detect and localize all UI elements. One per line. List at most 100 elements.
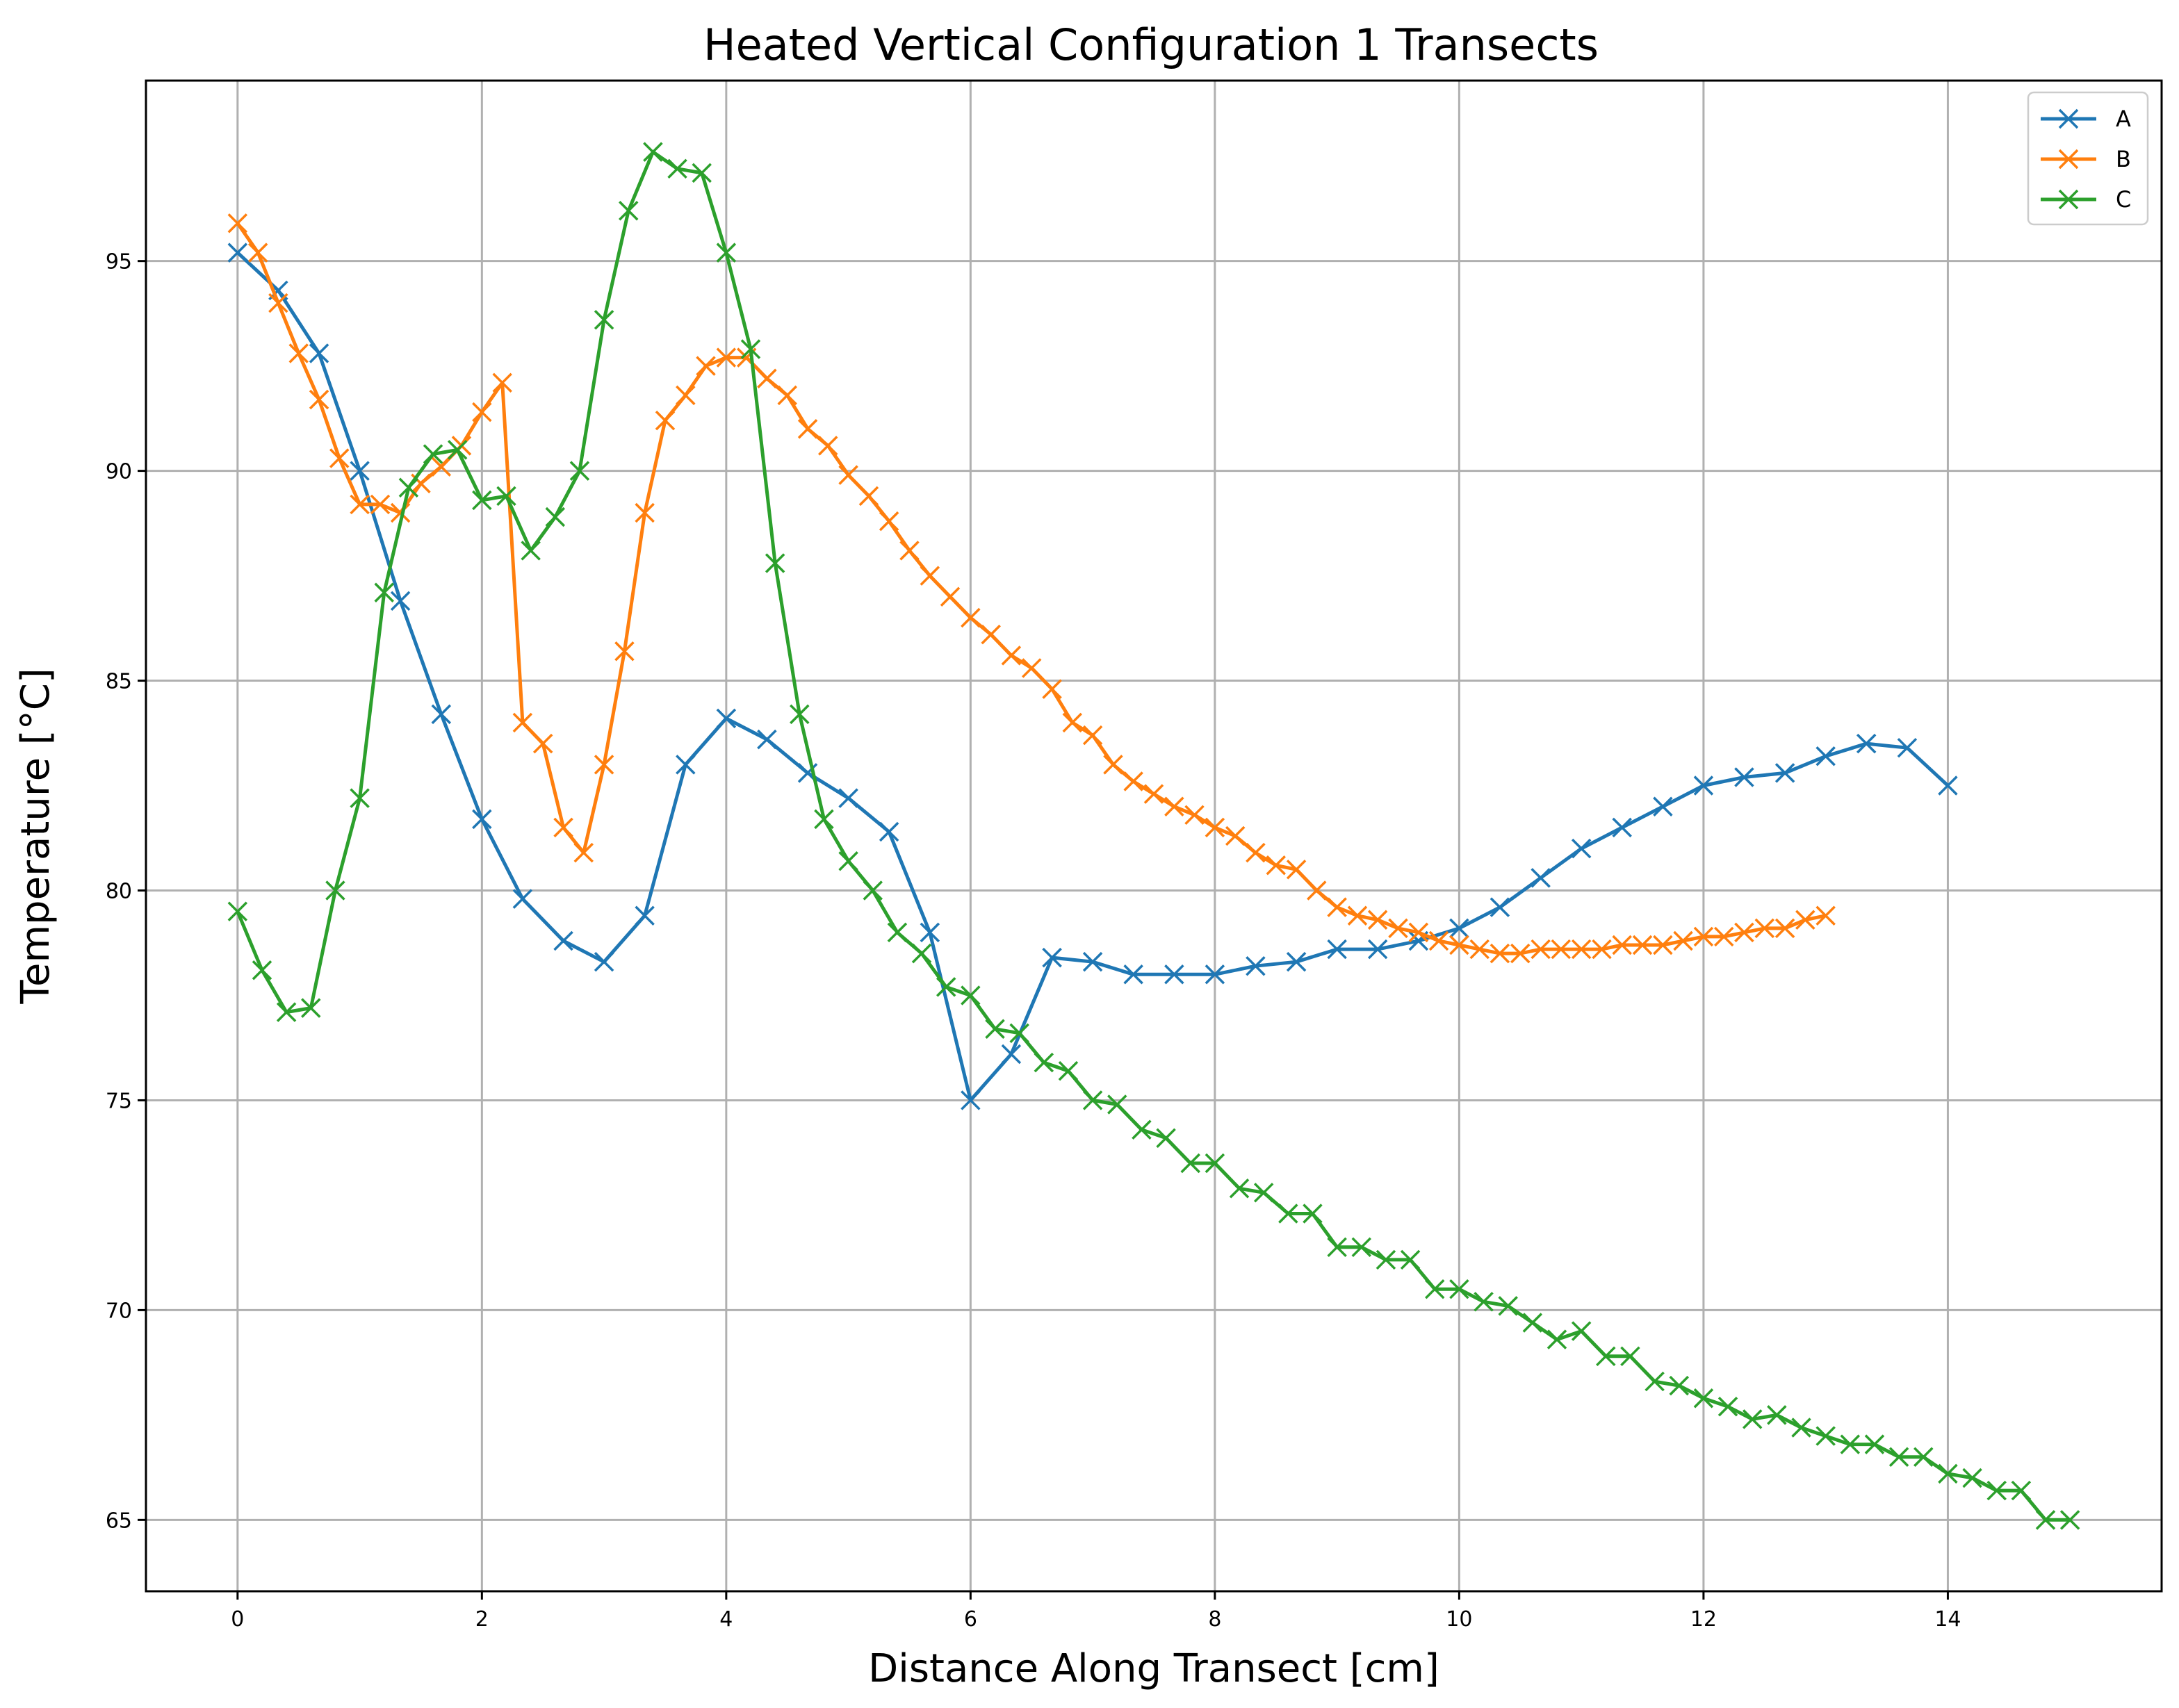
legend-item-a: A bbox=[2041, 106, 2131, 132]
data-point-b bbox=[899, 541, 920, 561]
data-point-a bbox=[1856, 733, 1877, 754]
data-point-c bbox=[911, 943, 932, 964]
data-point-a bbox=[1774, 763, 1795, 783]
data-point-a bbox=[1449, 918, 1469, 939]
data-point-b bbox=[920, 566, 940, 586]
plot-area-frame bbox=[145, 79, 2163, 1593]
data-point-c bbox=[1351, 1237, 1372, 1258]
data-point-c bbox=[2011, 1480, 2032, 1501]
data-point-a bbox=[1123, 964, 1143, 985]
data-point-a bbox=[1082, 951, 1103, 972]
data-point-b bbox=[1531, 939, 1551, 960]
data-point-a bbox=[1490, 897, 1510, 917]
y-axis-label: Temperature [°C] bbox=[13, 668, 58, 1004]
data-point-a bbox=[961, 1090, 981, 1110]
data-point-c bbox=[887, 922, 908, 943]
data-point-a bbox=[1897, 737, 1918, 758]
data-point-a bbox=[1205, 964, 1225, 985]
data-point-a bbox=[1653, 796, 1673, 816]
data-point-a bbox=[635, 905, 655, 926]
data-point-a bbox=[594, 951, 614, 972]
y-tick-label: 70 bbox=[106, 1299, 132, 1323]
data-point-c bbox=[252, 960, 272, 980]
series-c bbox=[227, 142, 2080, 1530]
data-point-b bbox=[1225, 826, 1246, 846]
data-point-b bbox=[655, 410, 676, 431]
data-point-b bbox=[1164, 796, 1184, 816]
data-point-c bbox=[1864, 1434, 1885, 1454]
data-point-c bbox=[1645, 1371, 1665, 1392]
data-point-a bbox=[838, 788, 858, 808]
data-point-c bbox=[447, 440, 468, 460]
data-point-c bbox=[1205, 1153, 1225, 1174]
data-point-b bbox=[288, 343, 309, 363]
x-tick-label: 14 bbox=[1934, 1607, 1961, 1632]
y-tick-label: 90 bbox=[106, 460, 132, 484]
x-tick-label: 4 bbox=[719, 1607, 733, 1632]
data-point-c bbox=[1425, 1279, 1445, 1299]
data-point-b bbox=[1042, 679, 1062, 699]
data-point-b bbox=[1592, 939, 1612, 960]
data-point-b bbox=[390, 502, 411, 523]
data-point-b bbox=[1469, 939, 1490, 960]
data-point-c bbox=[936, 977, 956, 997]
x-axis-label: Distance Along Transect [cm] bbox=[868, 1646, 1439, 1691]
data-point-c bbox=[1546, 1329, 1567, 1349]
data-point-b bbox=[1123, 771, 1143, 791]
y-tick-label: 65 bbox=[106, 1509, 132, 1533]
data-point-b bbox=[573, 842, 594, 863]
data-point-a bbox=[227, 243, 248, 263]
series-group bbox=[227, 142, 2080, 1530]
data-point-b bbox=[370, 494, 391, 515]
y-tick-label: 85 bbox=[106, 670, 132, 694]
data-point-b bbox=[1408, 922, 1429, 943]
data-point-c bbox=[1449, 1279, 1469, 1299]
data-point-c bbox=[1034, 1052, 1054, 1073]
data-point-c bbox=[1253, 1183, 1274, 1203]
data-point-b bbox=[940, 586, 961, 607]
data-point-c bbox=[790, 704, 810, 725]
x-tick-label: 10 bbox=[1446, 1607, 1472, 1632]
data-point-c bbox=[863, 880, 883, 901]
data-point-b bbox=[1754, 918, 1775, 939]
data-point-b bbox=[1143, 784, 1164, 804]
data-point-b bbox=[1632, 935, 1653, 955]
data-point-b bbox=[268, 293, 288, 313]
data-point-a bbox=[1938, 775, 1958, 796]
data-point-c bbox=[1669, 1375, 1689, 1396]
data-point-b bbox=[1653, 935, 1673, 955]
data-point-b bbox=[1022, 658, 1042, 678]
data-point-b bbox=[492, 372, 512, 393]
data-point-a bbox=[879, 821, 899, 842]
data-point-b bbox=[1510, 943, 1531, 964]
data-point-b bbox=[1388, 918, 1408, 939]
data-point-c bbox=[1791, 1418, 1811, 1438]
legend-marker bbox=[2058, 149, 2079, 170]
data-point-a bbox=[1531, 868, 1551, 888]
data-point-c bbox=[1840, 1434, 1861, 1454]
data-point-b bbox=[431, 457, 452, 477]
data-point-b bbox=[676, 385, 696, 406]
x-tick-label: 12 bbox=[1690, 1607, 1717, 1632]
data-point-a bbox=[553, 930, 573, 951]
data-point-b bbox=[227, 213, 248, 233]
data-point-a bbox=[472, 809, 492, 830]
data-point-b bbox=[1082, 725, 1103, 746]
data-point-b bbox=[1001, 646, 1022, 666]
data-point-c bbox=[325, 880, 345, 901]
data-point-b bbox=[879, 511, 899, 532]
data-point-c bbox=[374, 582, 394, 602]
data-point-b bbox=[1612, 935, 1632, 955]
data-point-c bbox=[1303, 1204, 1323, 1224]
data-point-c bbox=[1742, 1409, 1763, 1429]
data-point-b bbox=[961, 607, 981, 628]
data-point-c bbox=[1888, 1447, 1909, 1467]
data-point-c bbox=[276, 1002, 297, 1022]
data-point-b bbox=[1714, 926, 1734, 947]
data-point-b bbox=[614, 641, 635, 662]
data-point-a bbox=[757, 729, 777, 750]
data-point-c bbox=[1474, 1292, 1494, 1312]
series-a bbox=[227, 243, 1958, 1110]
